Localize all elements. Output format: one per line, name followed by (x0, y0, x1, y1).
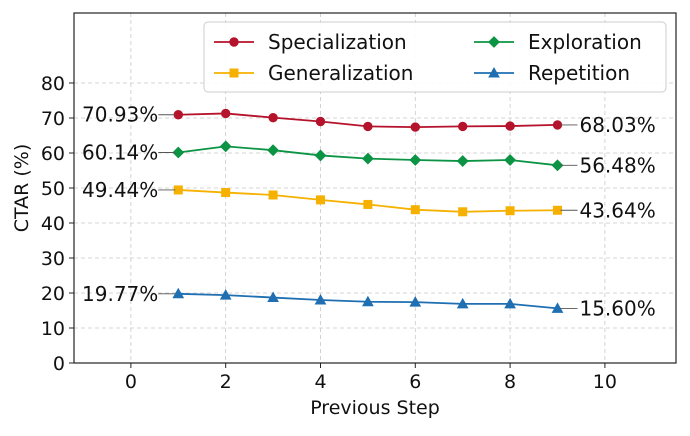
x-tick-label: 4 (314, 371, 326, 393)
legend-item-specialization: Specialization (214, 30, 407, 54)
y-tick-label: 80 (41, 73, 65, 95)
legend-item-repetition: Repetition (474, 61, 630, 85)
x-tick-label: 6 (409, 371, 421, 393)
data-point (504, 154, 517, 166)
y-tick-label: 10 (41, 318, 65, 340)
legend-item-exploration: Exploration (474, 30, 642, 54)
data-point (220, 108, 231, 119)
data-point (552, 205, 562, 215)
start-value-label: 60.14% (82, 141, 158, 165)
legend-item-generalization: Generalization (214, 61, 413, 85)
data-point (314, 293, 327, 305)
x-tick-label: 2 (220, 371, 232, 393)
data-point (363, 199, 373, 209)
data-point (504, 297, 516, 309)
x-tick-label: 0 (125, 371, 137, 393)
y-tick-label: 40 (41, 213, 65, 235)
data-point (173, 110, 183, 120)
data-point (551, 159, 564, 172)
data-point (456, 297, 469, 309)
data-point (314, 149, 327, 162)
data-point (552, 120, 563, 130)
data-point (173, 185, 183, 195)
x-tick-label: 8 (504, 371, 516, 393)
legend-marker (488, 66, 500, 78)
x-axis-title: Previous Step (310, 397, 440, 419)
legend: Specialization Generalization Exploration R… (203, 21, 667, 93)
legend-label: Specialization (268, 30, 407, 54)
y-tick-label: 60 (41, 143, 65, 165)
data-point (361, 152, 374, 165)
data-point (268, 190, 278, 200)
start-value-label: 70.93% (82, 103, 158, 127)
data-point (458, 207, 468, 217)
data-point (409, 296, 422, 307)
end-value-label: 68.03% (579, 113, 655, 137)
legend-marker (229, 37, 239, 47)
end-value-label: 56.48% (579, 153, 655, 177)
data-point (172, 146, 185, 159)
data-point (551, 302, 564, 313)
series-generalization (173, 185, 562, 217)
series-exploration (172, 140, 564, 172)
legend-label: Repetition (528, 61, 630, 85)
y-tick-label: 70 (41, 108, 65, 130)
data-point (268, 112, 278, 123)
legend-marker (488, 36, 500, 48)
data-point (505, 121, 515, 131)
end-value-label: 43.64% (579, 198, 655, 222)
data-point (219, 289, 232, 300)
data-point (221, 188, 231, 198)
axis-layer: 0 2 4 6 8 10 0 10 20 30 40 50 60 70 80 (41, 73, 617, 393)
data-point (410, 205, 420, 215)
legend-marker (229, 68, 239, 78)
y-tick-label: 30 (41, 248, 65, 270)
legend-label: Generalization (268, 61, 413, 85)
series-layer (172, 108, 564, 313)
x-tick-label: 10 (593, 371, 617, 393)
data-point (410, 122, 420, 132)
legend-box (203, 21, 667, 93)
data-point (409, 154, 422, 166)
end-value-label: 15.60% (579, 296, 655, 320)
y-axis-title: CTAR (%) (11, 144, 33, 233)
legend-label: Exploration (528, 30, 642, 54)
start-value-label: 19.77% (82, 282, 158, 306)
data-label-layer: 70.93% 68.03% 49.44% 43.64% 60.14% 56.48% 19.7… (82, 103, 656, 321)
data-point (315, 116, 326, 127)
y-tick-label: 50 (41, 178, 65, 200)
series-repetition (172, 287, 564, 313)
data-point (505, 206, 515, 216)
data-point (267, 144, 279, 157)
data-point (363, 121, 373, 132)
y-tick-label: 20 (41, 283, 65, 305)
series-specialization (173, 108, 563, 132)
data-point (172, 287, 185, 299)
data-point (315, 195, 325, 205)
data-point (456, 155, 469, 167)
data-point (457, 121, 468, 132)
start-value-label: 49.44% (82, 178, 158, 202)
data-point (267, 291, 279, 303)
data-point (362, 295, 374, 307)
data-point (219, 140, 232, 153)
y-tick-label: 0 (53, 353, 65, 375)
